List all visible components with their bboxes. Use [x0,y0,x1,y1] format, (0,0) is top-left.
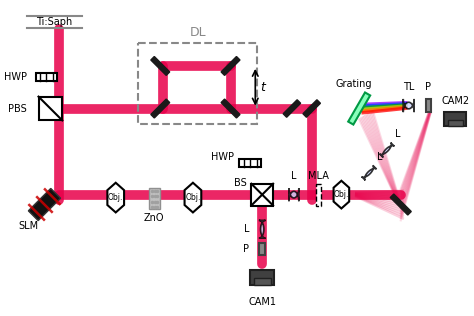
Polygon shape [348,93,370,125]
Polygon shape [221,99,240,118]
Polygon shape [28,188,61,221]
Polygon shape [334,181,349,209]
Text: L: L [244,224,249,234]
Text: P: P [426,82,431,92]
Bar [447,119,463,126]
Polygon shape [403,99,414,112]
Text: SLM: SLM [18,221,39,231]
Text: TL: TL [403,82,414,92]
Bar [149,188,160,210]
Bar [251,184,273,205]
Polygon shape [259,220,265,238]
Polygon shape [36,73,57,81]
Polygon shape [362,165,376,180]
Text: Obj.: Obj. [334,190,349,199]
Text: BS: BS [234,178,246,188]
Text: Ti:Saph: Ti:Saph [36,17,73,27]
Text: MLA: MLA [308,171,329,181]
Text: L: L [291,171,297,181]
Text: Obj.: Obj. [108,193,123,202]
Text: CAM2: CAM2 [441,95,469,106]
Polygon shape [151,99,170,118]
Polygon shape [380,143,394,158]
Bar [38,97,62,120]
Polygon shape [289,188,299,201]
Polygon shape [239,159,261,167]
Text: P: P [243,244,249,254]
Polygon shape [390,194,411,215]
Bar [259,243,265,255]
Bar [250,270,274,285]
Polygon shape [221,57,240,76]
Text: CAM1: CAM1 [248,296,276,307]
Polygon shape [108,183,124,212]
Text: Grating: Grating [335,79,372,89]
Polygon shape [303,100,320,117]
Text: Obj.: Obj. [185,193,201,202]
Bar [138,43,257,125]
Bar [444,112,466,126]
Bar [316,184,321,205]
Text: HWP: HWP [211,152,235,162]
Bar [254,278,271,285]
Text: HWP: HWP [4,72,27,82]
Text: L: L [395,129,401,139]
Polygon shape [151,57,170,76]
Polygon shape [283,100,301,117]
Text: DL: DL [190,26,206,39]
Text: L: L [377,152,383,162]
Text: ZnO: ZnO [144,213,164,223]
Bar [426,99,431,112]
Text: t: t [260,81,265,94]
Polygon shape [184,183,201,212]
Text: PBS: PBS [8,104,27,113]
